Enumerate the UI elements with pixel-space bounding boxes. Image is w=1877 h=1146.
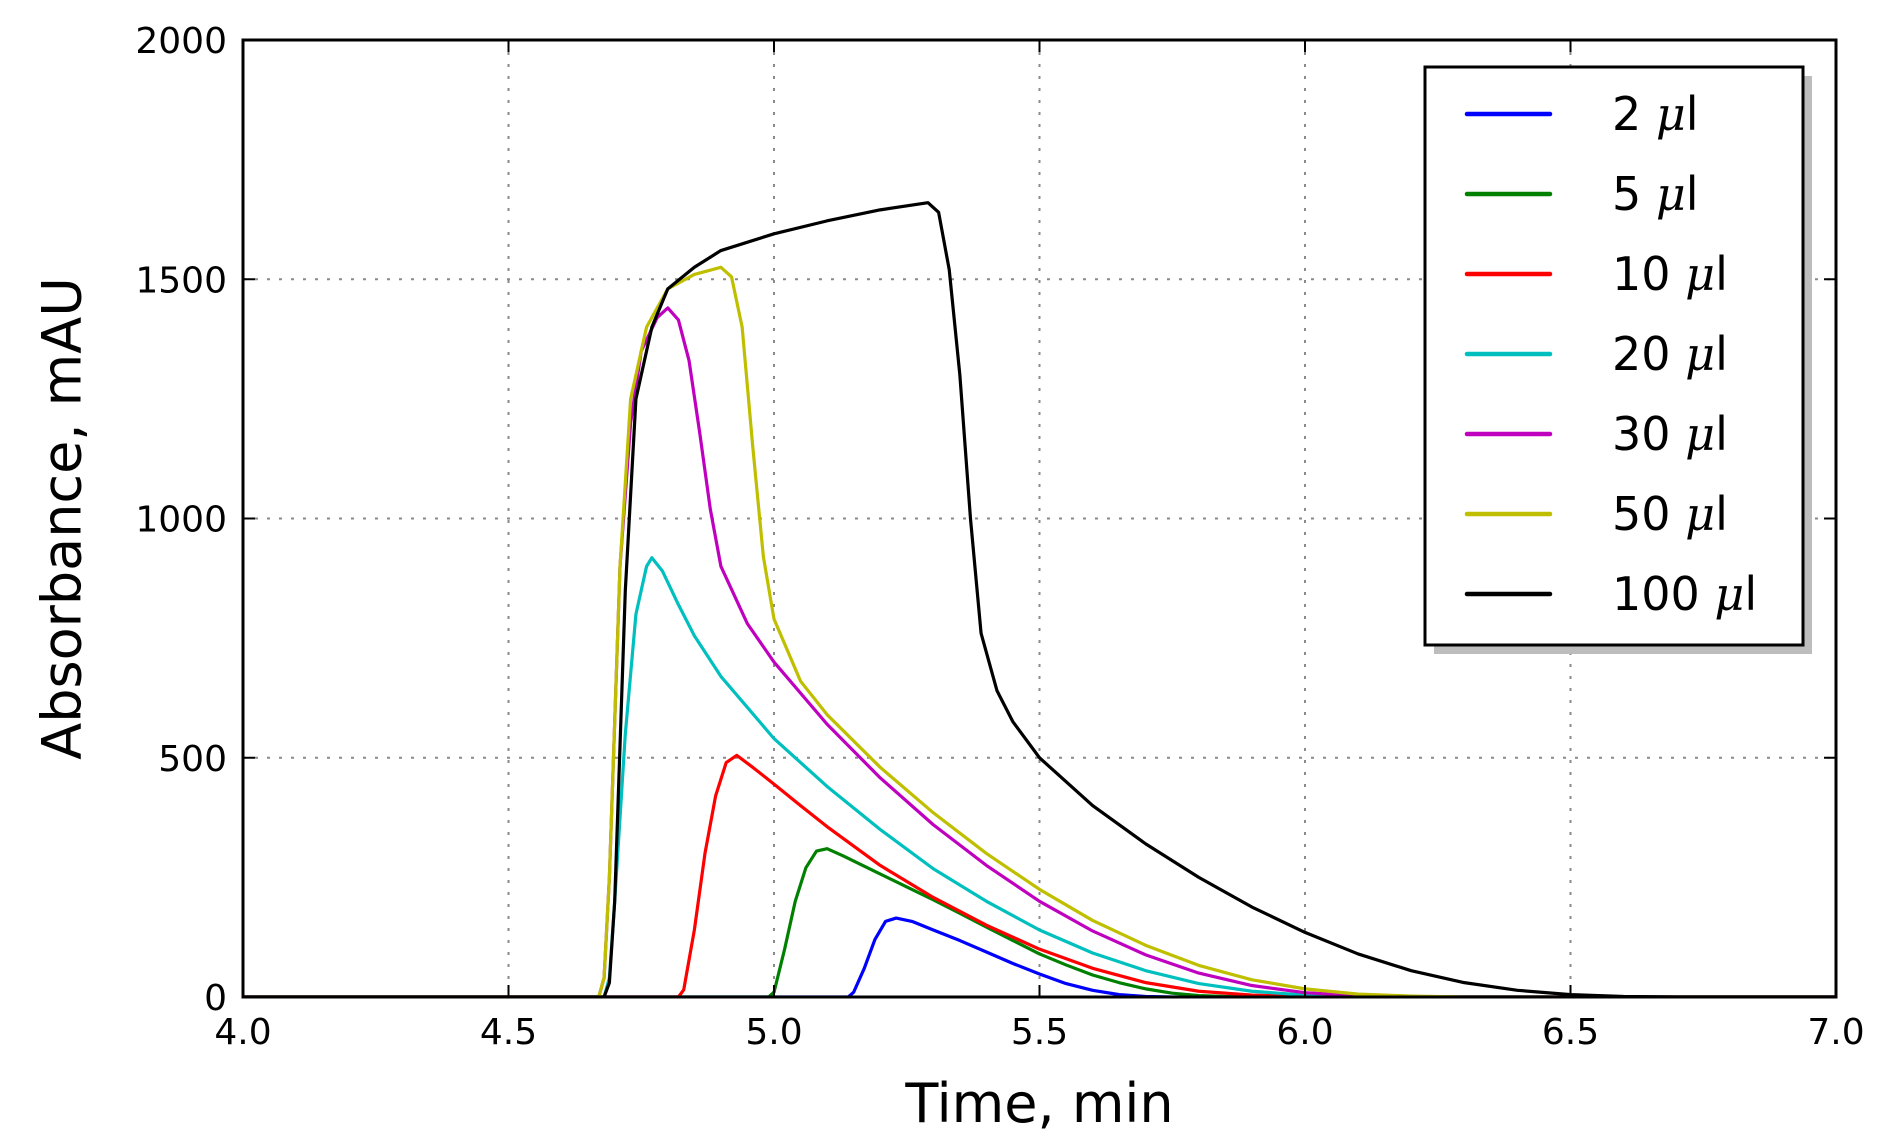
legend-label: 5 μl — [1612, 167, 1699, 221]
x-tick-label: 6.0 — [1276, 1012, 1333, 1053]
legend-label-mu: μ — [1656, 87, 1686, 141]
legend-label-unit: l — [1715, 327, 1728, 381]
x-tick-label: 7.0 — [1807, 1012, 1864, 1053]
legend-label-unit: l — [1715, 487, 1728, 541]
legend-label-mu: μ — [1656, 167, 1686, 221]
legend-label-unit: l — [1686, 87, 1699, 141]
x-tick-label: 5.5 — [1011, 1012, 1068, 1053]
y-tick-labels: 0 500 1000 1500 2000 — [135, 21, 227, 1019]
legend-label-number: 30 — [1612, 407, 1685, 461]
y-tick-label: 2000 — [135, 21, 227, 62]
legend-label-number: 20 — [1612, 327, 1685, 381]
x-tick-label: 5.0 — [745, 1012, 802, 1053]
series-line-6 — [243, 265, 1836, 997]
legend-label-unit: l — [1744, 567, 1757, 621]
legend-label: 100 μl — [1612, 567, 1757, 621]
legend-label-number: 5 — [1612, 167, 1656, 221]
grid-lines — [243, 40, 1836, 997]
legend-label-number: 10 — [1612, 247, 1685, 301]
legend-label-mu: μ — [1685, 327, 1715, 381]
series-lines — [243, 201, 1836, 997]
legend-label: 50 μl — [1612, 487, 1728, 541]
x-tick-label: 4.5 — [480, 1012, 537, 1053]
legend-label-mu: μ — [1685, 487, 1715, 541]
series-line-1 — [243, 916, 1836, 997]
y-tick-label: 500 — [158, 739, 227, 780]
series-line-3 — [243, 753, 1836, 997]
legend-label: 2 μl — [1612, 87, 1699, 141]
legend-label-unit: l — [1715, 247, 1728, 301]
x-axis-label: Time, min — [904, 1072, 1173, 1135]
axis-ticks — [242, 39, 1837, 998]
x-tick-labels: 4.0 4.5 5.0 5.5 6.0 6.5 7.0 — [214, 1012, 1864, 1053]
series-line-4 — [243, 556, 1836, 997]
legend-label-unit: l — [1686, 167, 1699, 221]
series-line-7 — [243, 201, 1836, 997]
legend-label-unit: l — [1715, 407, 1728, 461]
legend-label-mu: μ — [1685, 407, 1715, 461]
x-tick-label: 4.0 — [214, 1012, 271, 1053]
y-tick-label: 0 — [204, 978, 227, 1019]
legend-label-number: 50 — [1612, 487, 1685, 541]
legend-label-mu: μ — [1714, 567, 1744, 621]
legend-label: 30 μl — [1612, 407, 1728, 461]
y-tick-label: 1500 — [135, 260, 227, 301]
y-tick-label: 1000 — [135, 500, 227, 541]
series-line-2 — [243, 847, 1836, 997]
legend-label-mu: μ — [1685, 247, 1715, 301]
legend-label-number: 100 — [1612, 567, 1714, 621]
legend-label-number: 2 — [1612, 87, 1656, 141]
legend-label: 10 μl — [1612, 247, 1728, 301]
legend-label: 20 μl — [1612, 327, 1728, 381]
y-axis-label: Absorbance, mAU — [31, 277, 94, 760]
x-tick-label: 6.5 — [1542, 1012, 1599, 1053]
